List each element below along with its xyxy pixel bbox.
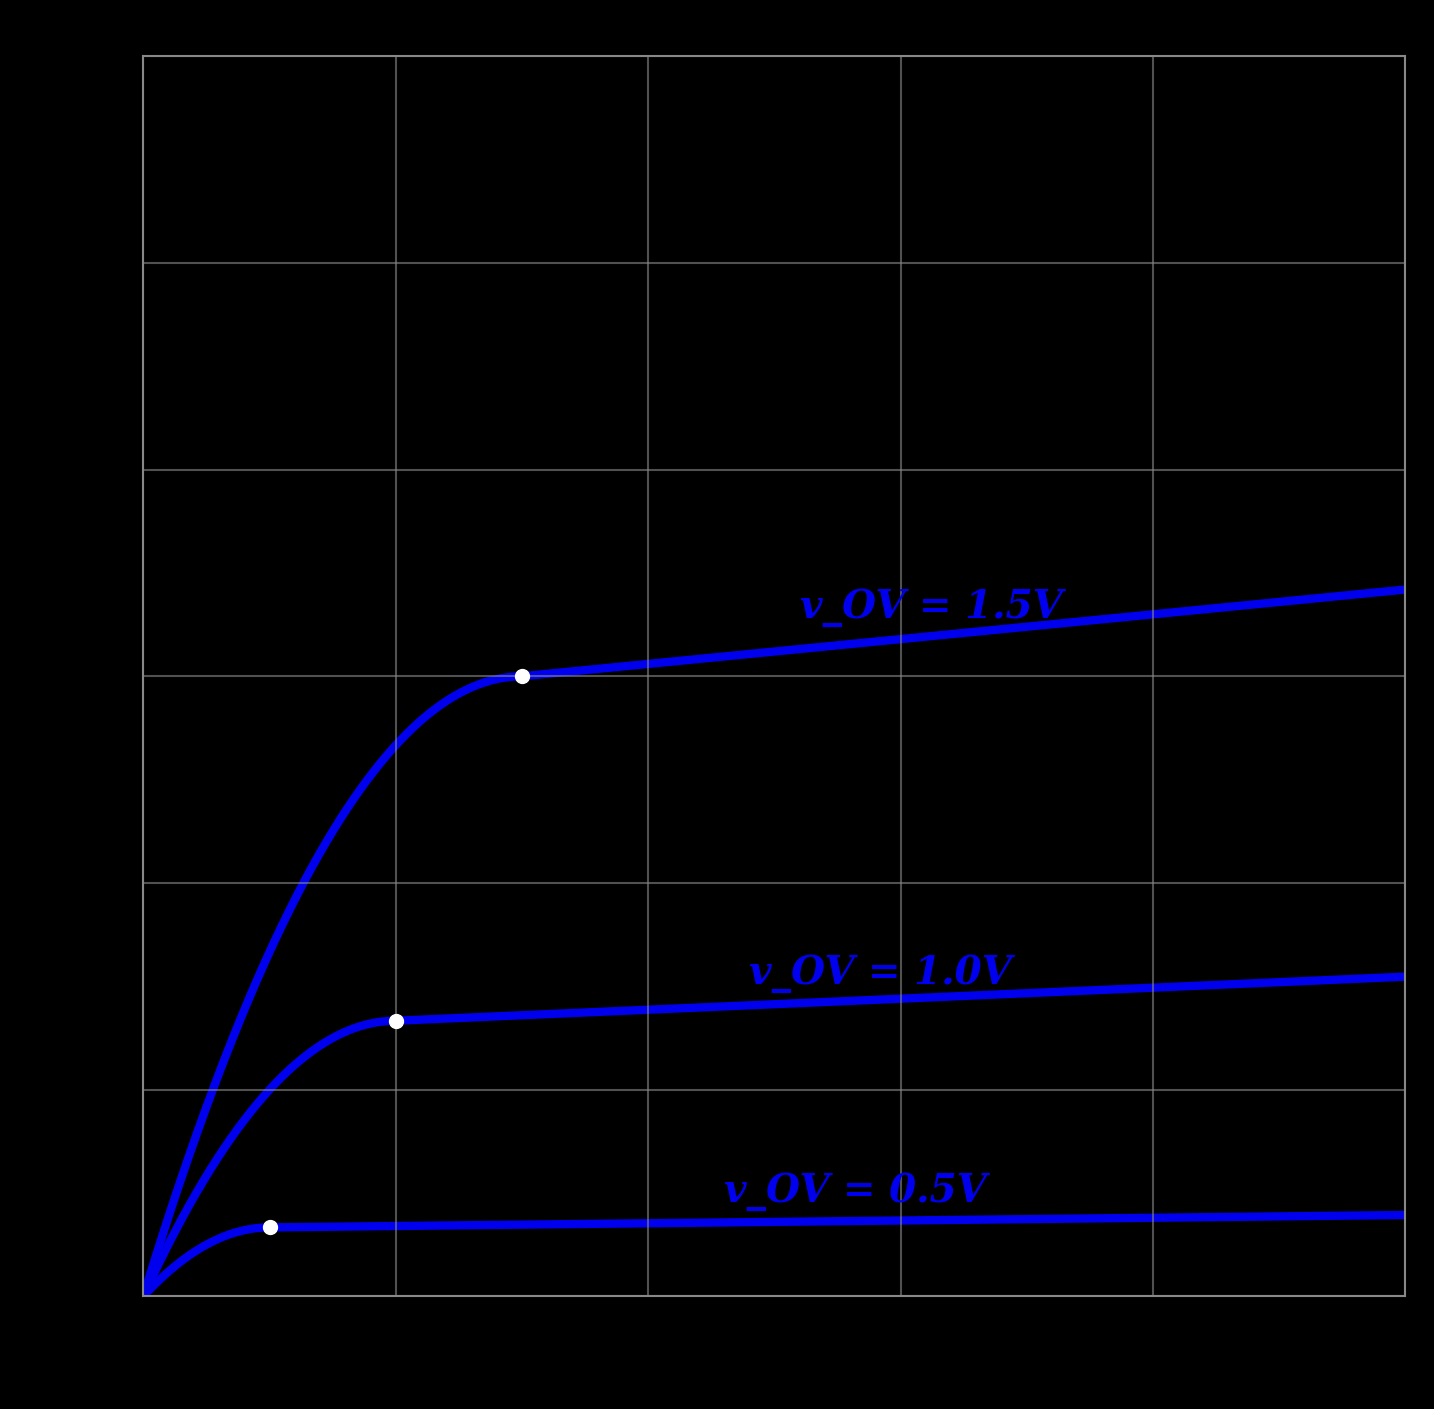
Text: v_OV = 0.5V: v_OV = 0.5V [724, 1172, 987, 1210]
Text: v_OV = 1.0V: v_OV = 1.0V [749, 955, 1012, 993]
Text: v_OV = 1.5V: v_OV = 1.5V [800, 589, 1063, 627]
